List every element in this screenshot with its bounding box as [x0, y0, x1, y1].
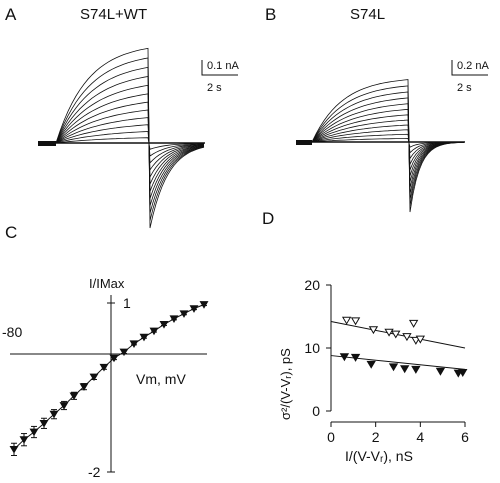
panel-c-data-point	[159, 321, 169, 329]
panel-a: A S74L+WT 0.1 nA 2 s	[5, 5, 239, 229]
panel-c-data-point	[169, 315, 179, 324]
panel-c-data-point	[129, 340, 139, 349]
current-trace	[55, 84, 205, 199]
panel-d-x-tick-label: 0	[327, 429, 335, 445]
panel-c-iv-plot: I/IMax -80 1 -2 Vm, mV	[2, 276, 209, 480]
panel-a-scale-bar: 0.1 nA 2 s	[201, 60, 239, 94]
panel-d-open-point	[341, 316, 352, 325]
current-trace	[55, 117, 205, 171]
current-trace	[55, 109, 205, 179]
panel-d-open-point	[415, 335, 426, 344]
panel-d-letter: D	[262, 209, 274, 228]
panel-d-fit-line	[330, 321, 466, 349]
panel-d-x-label: I/(V-Vᵣ), nS	[345, 448, 413, 464]
panel-a-title: S74L+WT	[80, 6, 147, 23]
panel-b-scale-bar: 0.2 nA 2 s	[451, 60, 489, 94]
panel-c-data-point	[79, 383, 89, 391]
panel-b-scale-time: 2 s	[457, 82, 472, 94]
panel-c-data-point	[39, 419, 49, 428]
panel-c-data-marks	[9, 301, 209, 456]
panel-d-open-point	[391, 330, 401, 339]
panel-c-data-point	[139, 333, 149, 342]
panel-c-data-point	[69, 392, 79, 401]
panel-c-letter: C	[5, 223, 17, 242]
panel-c-data-point	[29, 428, 39, 437]
panel-d-filled-point	[366, 360, 376, 369]
panel-c-y-tick-label-bottom: -2	[88, 464, 101, 480]
current-trace	[55, 47, 205, 229]
panel-d-filled-point	[458, 369, 468, 377]
panel-d-x-tick-label: 4	[416, 429, 424, 445]
panel-a-current-traces	[38, 47, 205, 229]
panel-c-x-tick-label: -80	[2, 324, 22, 340]
panel-c-data-point	[99, 363, 109, 372]
current-trace	[311, 85, 465, 206]
current-trace	[55, 57, 205, 221]
panel-d-open-point	[402, 333, 412, 342]
panel-d-open-point	[350, 317, 361, 326]
current-trace	[55, 137, 205, 150]
current-trace	[311, 79, 465, 213]
panel-c-y-label: I/IMax	[89, 276, 125, 291]
panel-d-filled-point	[388, 363, 399, 372]
holding-segment	[296, 140, 312, 145]
panel-c: C I/IMax -80 1 -2 Vm, mV	[2, 223, 209, 480]
panel-d-open-point	[408, 319, 419, 328]
panel-d-y-label: σ²/(V-Vᵣ), pS	[278, 348, 293, 420]
panel-c-data-point	[49, 410, 59, 419]
panel-c-data-point	[199, 301, 209, 309]
panel-d-fit-line	[330, 355, 466, 370]
panel-b-current-traces	[296, 79, 465, 213]
panel-a-scale-time: 2 s	[207, 82, 222, 94]
panel-c-data-point	[109, 354, 119, 363]
panel-d-filled-point	[411, 365, 421, 374]
panel-d-filled-point	[435, 367, 446, 376]
current-trace	[55, 124, 205, 164]
panel-c-data-point	[179, 310, 189, 318]
panel-c-data-point	[9, 445, 19, 454]
panel-b-letter: B	[265, 5, 276, 24]
panel-d-open-point	[384, 328, 394, 337]
panel-c-data-point	[19, 436, 29, 444]
panel-d-data-marks	[330, 316, 468, 378]
panel-d-filled-point	[400, 365, 410, 374]
holding-segment	[38, 141, 56, 146]
panel-d-y-tick-label: 20	[304, 277, 320, 293]
panel-d-x-tick-label: 2	[372, 429, 380, 445]
panel-c-data-point	[189, 305, 199, 313]
panel-b-scale-current: 0.2 nA	[457, 60, 489, 72]
current-trace	[55, 66, 205, 214]
panel-d-variance-plot: 0 10 20 0 2 4 6 σ²/(V-Vᵣ), pS I/(V-Vᵣ), nS	[278, 277, 469, 464]
panel-d-filled-point	[339, 353, 350, 362]
panel-a-scale-current: 0.1 nA	[207, 60, 239, 72]
panel-c-data-point	[89, 373, 99, 382]
panel-d-filled-point	[350, 353, 361, 362]
panel-d: D 0 10 20 0 2 4 6 σ²/(V-Vᵣ), pS I/(V-Vᵣ), nS	[262, 209, 469, 464]
panel-d-x-tick-label: 6	[461, 429, 469, 445]
panel-c-data-point	[119, 348, 129, 357]
panel-c-y-tick-label-top: 1	[123, 295, 131, 311]
current-trace	[55, 76, 205, 206]
current-trace	[55, 101, 205, 185]
panel-d-ticks: 0 10 20 0 2 4 6	[304, 277, 469, 445]
current-trace	[55, 131, 205, 157]
panel-d-open-point	[368, 326, 379, 335]
current-trace	[311, 91, 465, 200]
panel-d-y-tick-label: 10	[304, 340, 320, 356]
panel-b: B S74L 0.2 nA 2 s	[265, 5, 489, 213]
panel-c-data-point	[149, 327, 159, 336]
panel-c-data-point	[59, 402, 69, 410]
current-trace	[55, 93, 205, 192]
panel-d-y-tick-label: 0	[312, 403, 320, 419]
panel-a-letter: A	[5, 5, 17, 24]
panel-c-x-label: Vm, mV	[136, 371, 186, 387]
panel-b-title: S74L	[350, 6, 385, 23]
